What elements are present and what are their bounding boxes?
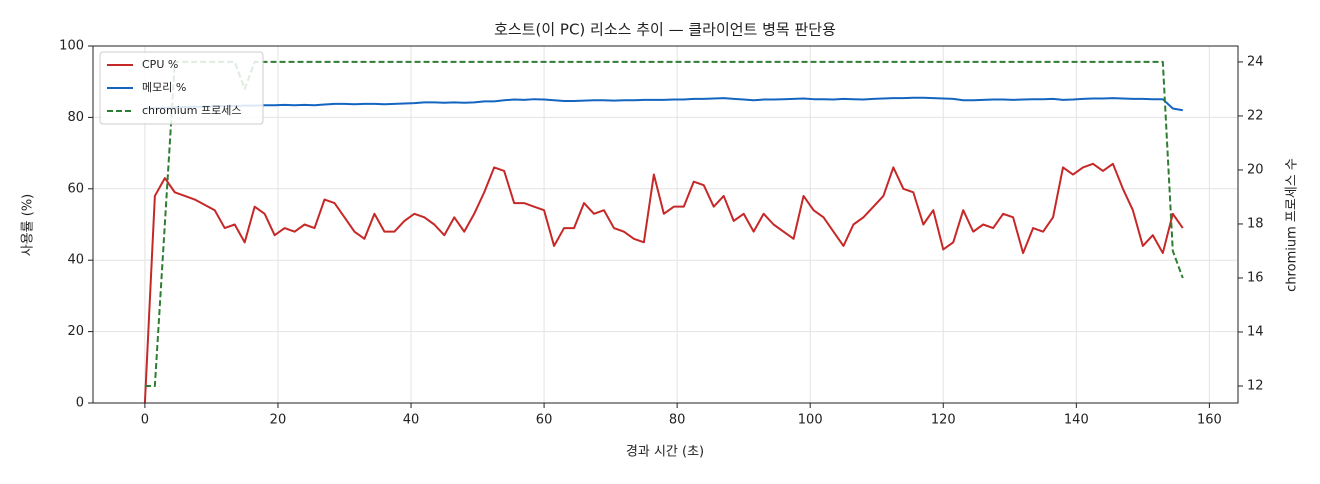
legend-label: chromium 프로세스 <box>142 104 241 117</box>
x-tick-label: 20 <box>270 413 287 428</box>
y2-tick-label: 20 <box>1247 162 1264 177</box>
series-line <box>144 96 1183 112</box>
x-tick-label: 140 <box>1064 413 1089 428</box>
series-line <box>143 162 1184 404</box>
y-tick-label: 40 <box>67 253 84 268</box>
y2-axis-label: chromium 프로세스 수 <box>1285 158 1300 292</box>
legend-label: 메모리 % <box>142 81 186 94</box>
x-tick-label: 120 <box>931 413 956 428</box>
legend: CPU % 메모리 % chromium 프로세스 <box>99 51 264 125</box>
y2-tick-label: 18 <box>1247 216 1264 231</box>
y-tick-label: 100 <box>59 39 84 54</box>
plot-frame <box>92 45 1239 404</box>
y-tick-label: 60 <box>67 181 84 196</box>
x-tick-label: 160 <box>1197 413 1222 428</box>
y-axis-label: 사용률 (%) <box>21 194 36 257</box>
y-tick-label: 0 <box>76 396 84 411</box>
x-tick-label: 0 <box>141 413 149 428</box>
series-line <box>144 60 1184 387</box>
y-tick-label: 80 <box>67 110 84 125</box>
x-tick-label: 80 <box>669 413 686 428</box>
x-tick-label: 100 <box>798 413 823 428</box>
y-tick-label: 20 <box>67 324 84 339</box>
x-tick-label: 40 <box>403 413 420 428</box>
legend-label: CPU % <box>142 58 178 71</box>
y2-tick-label: 22 <box>1247 108 1264 123</box>
x-axis-label: 경과 시간 (초) <box>626 445 704 460</box>
x-tick-label: 60 <box>536 413 553 428</box>
axes: 0 20 40 60 80 100 120 140 160 0 20 40 60 80 100 12 14 16 1… <box>59 39 1263 428</box>
y2-tick-label: 24 <box>1247 54 1264 69</box>
y2-tick-label: 14 <box>1247 324 1264 339</box>
chart-title: 호스트(이 PC) 리소스 추이 — 클라이언트 병목 판단용 <box>494 21 836 39</box>
legend-box <box>99 51 264 125</box>
y2-tick-label: 12 <box>1247 378 1264 393</box>
y2-tick-label: 16 <box>1247 270 1264 285</box>
plot-area <box>143 60 1184 404</box>
